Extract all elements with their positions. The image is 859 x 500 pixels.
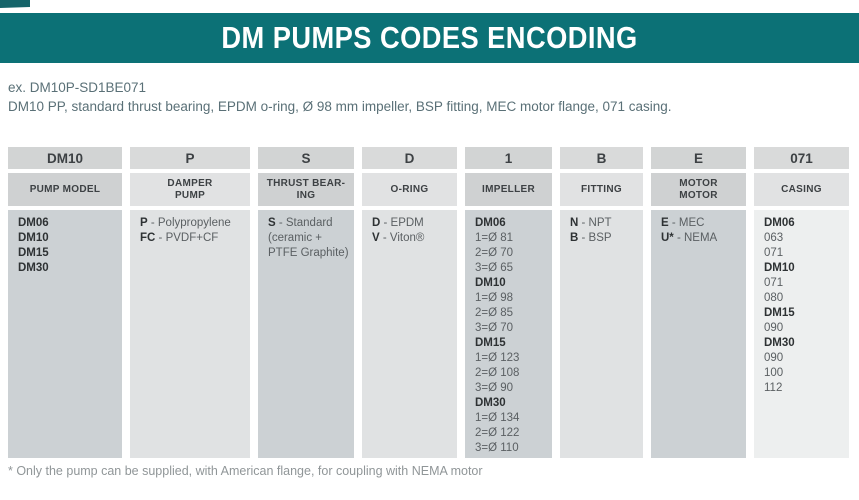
example-code: ex. DM10P-SD1BE071 [8, 80, 147, 95]
body-line: 090 [764, 322, 784, 334]
body-line: S - Standard [268, 217, 333, 229]
label-cell-4: IMPELLER [465, 173, 552, 206]
title-bar: DM PUMPS CODES ENCODING [0, 13, 859, 63]
body-cell-6: E - MEC U* - NEMA [651, 210, 746, 458]
code-cell-DM10: DM10 [8, 147, 122, 169]
body-line: 080 [764, 292, 784, 304]
label-cell-2: THRUST BEAR- ING [258, 173, 354, 206]
code-cell-1: 1 [465, 147, 552, 169]
body-line: DM30 [18, 262, 49, 274]
body-line: B - BSP [570, 232, 612, 244]
body-line: DM30 [764, 337, 795, 349]
body-line: 112 [764, 382, 783, 394]
body-line: 1=Ø 123 [475, 352, 520, 364]
body-line: U* - NEMA [661, 232, 718, 244]
body-line: V - Viton® [372, 232, 425, 244]
footnote: * Only the pump can be supplied, with Am… [8, 464, 483, 478]
label-line: DAMPER [167, 177, 213, 189]
label-line: FITTING [581, 183, 622, 195]
body-line: DM10 [475, 277, 506, 289]
label-cell-6: MOTOR MOTOR [651, 173, 746, 206]
label-line: ING [296, 189, 316, 201]
body-line: DM15 [475, 337, 506, 349]
body-line: 3=Ø 70 [475, 322, 514, 334]
body-line: N - NPT [570, 217, 612, 229]
page-title: DM PUMPS CODES ENCODING [221, 20, 638, 55]
body-line: 3=Ø 110 [475, 442, 519, 454]
body-line: DM10 [18, 232, 49, 244]
code-cell-P: P [130, 147, 250, 169]
code-cell-071: 071 [754, 147, 849, 169]
body-line: 090 [764, 352, 784, 364]
body-line: 1=Ø 98 [475, 292, 514, 304]
label-line: MOTOR [679, 177, 718, 189]
body-cell-3: D - EPDM V - Viton® [362, 210, 457, 458]
body-line: PTFE Graphite) [268, 247, 349, 259]
label-cell-1: DAMPER PUMP [130, 173, 250, 206]
body-line: 1=Ø 81 [475, 232, 514, 244]
label-cell-3: O-RING [362, 173, 457, 206]
body-line: DM15 [764, 307, 795, 319]
body-line: FC - PVDF+CF [140, 232, 219, 244]
body-cell-1: P - Polypropylene FC - PVDF+CF [130, 210, 250, 458]
body-line: (ceramic + [268, 232, 322, 244]
body-line: 1=Ø 134 [475, 412, 520, 424]
label-cell-0: PUMP MODEL [8, 173, 122, 206]
code-cell-B: B [560, 147, 643, 169]
label-line: PUMP MODEL [29, 183, 101, 195]
body-line: DM15 [18, 247, 49, 259]
body-line: 2=Ø 70 [475, 247, 514, 259]
label-line: THRUST BEAR- [266, 177, 346, 189]
label-line: IMPELLER [482, 183, 535, 195]
code-cell-E: E [651, 147, 746, 169]
body-line: DM06 [475, 217, 506, 229]
body-line: 071 [764, 247, 784, 259]
label-line: PUMP [174, 189, 206, 201]
label-line: O-RING [390, 183, 429, 195]
label-cell-7: CASING [754, 173, 849, 206]
body-cell-7: DM06 063 071 DM10 071 080 DM15 090 DM30 090 100 112 [754, 210, 849, 458]
body-cell-4: DM06 1=Ø 81 2=Ø 70 3=Ø 65 DM10 1=Ø 98 2=Ø 85 3=… [465, 210, 552, 458]
code-cell-D: D [362, 147, 457, 169]
body-line: DM06 [764, 217, 795, 229]
body-line: 2=Ø 108 [475, 367, 520, 379]
body-cell-0: DM06 DM10 DM15 DM30 [8, 210, 122, 458]
body-line: 063 [764, 232, 784, 244]
body-line: DM30 [475, 397, 506, 409]
body-line: DM10 [764, 262, 795, 274]
label-cell-5: FITTING [560, 173, 643, 206]
code-cell-S: S [258, 147, 354, 169]
body-line: 100 [764, 367, 784, 379]
body-line: 2=Ø 85 [475, 307, 514, 319]
example-description: DM10 PP, standard thrust bearing, EPDM o… [8, 99, 672, 114]
codes-table: DM10 P S D 1 B E 071 PUMP MODEL DAMPER PUMP THRUST … [8, 147, 849, 458]
body-line: 2=Ø 122 [475, 427, 520, 439]
body-line: D - EPDM [372, 217, 424, 229]
body-line: P - Polypropylene [140, 217, 231, 229]
body-cell-5: N - NPT B - BSP [560, 210, 643, 458]
body-line: 3=Ø 90 [475, 382, 514, 394]
body-cell-2: S - Standard (ceramic + PTFE Graphite) [258, 210, 354, 458]
body-line: DM06 [18, 217, 49, 229]
body-line: 3=Ø 65 [475, 262, 514, 274]
body-line: 071 [764, 277, 784, 289]
label-line: MOTOR [679, 189, 718, 201]
body-line: E - MEC [661, 217, 705, 229]
label-line: CASING [781, 183, 822, 195]
page-corner-decoration [0, 0, 30, 8]
example-block: ex. DM10P-SD1BE071 DM10 PP, standard thr… [8, 78, 672, 116]
